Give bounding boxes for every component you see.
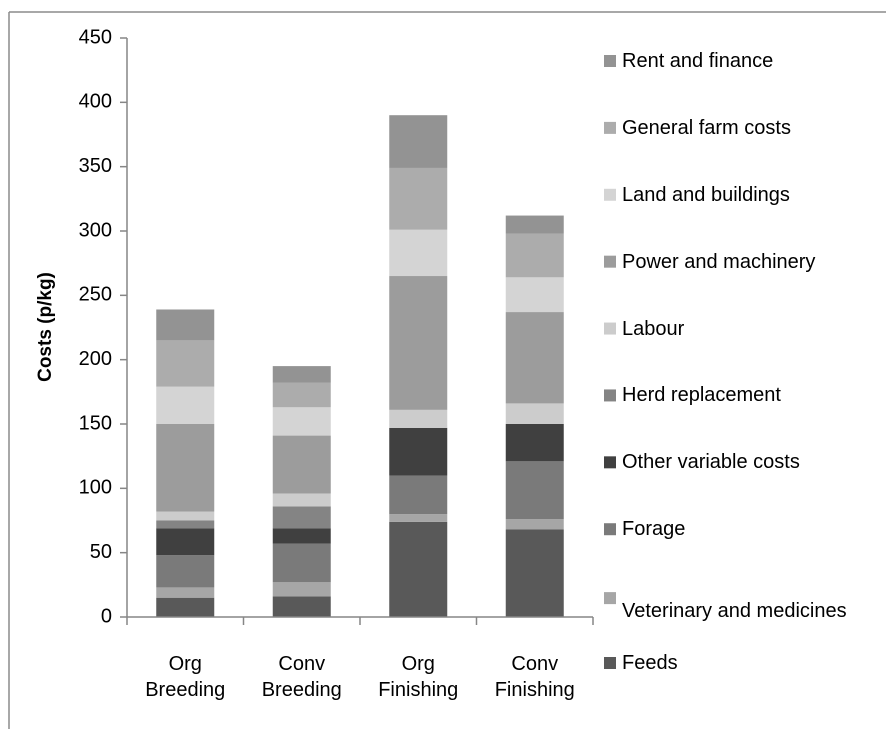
y-tick-label: 350 (79, 155, 112, 177)
legend-label: Other variable costs (622, 451, 800, 474)
legend-label: Land and buildings (622, 183, 790, 206)
bar-segment (272, 435, 331, 494)
bar-segment (272, 543, 331, 583)
bar-segment (505, 312, 564, 404)
legend-swatch (604, 657, 616, 669)
bar-segment (389, 115, 448, 168)
y-tick-label: 300 (79, 219, 112, 241)
bar-segment (505, 233, 564, 278)
y-tick-label: 50 (90, 541, 112, 563)
bar-segment (156, 587, 215, 598)
bar-segment (505, 424, 564, 462)
bar-segment (505, 277, 564, 313)
bar-segment (156, 511, 215, 521)
x-tick-label: Conv Breeding (261, 653, 342, 701)
bar-segment (505, 461, 564, 520)
y-tick-label: 250 (79, 284, 112, 306)
legend-label: Forage (622, 518, 686, 541)
bar-segment (505, 529, 564, 617)
y-tick-label: 200 (79, 348, 112, 370)
bar-segment (156, 528, 215, 556)
y-tick-label: 400 (79, 91, 112, 113)
bar-segment (272, 366, 331, 383)
legend-label: Herd replacement (622, 384, 781, 407)
y-tick-label: 150 (79, 412, 112, 434)
x-tick-label: Org Breeding (145, 653, 226, 701)
legend-swatch (604, 55, 616, 67)
bar-segment (272, 582, 331, 597)
legend-label: Power and machinery (622, 250, 816, 273)
bar-segment (156, 597, 215, 617)
legend-swatch (604, 322, 616, 335)
legend-label: General farm costs (622, 116, 791, 139)
bar-segment (156, 424, 215, 512)
bar-segment (156, 386, 215, 424)
bar-segment (389, 167, 448, 230)
y-tick-label: 100 (79, 477, 112, 499)
bar-segment (156, 340, 215, 387)
legend-swatch (604, 389, 616, 402)
bar-segment (272, 493, 331, 507)
bar-segment (156, 555, 215, 588)
bar-segment (389, 475, 448, 515)
bar-segment (505, 403, 564, 424)
bar-segment (389, 409, 448, 428)
legend-label: Rent and finance (622, 50, 774, 72)
bar-segment (156, 309, 215, 341)
bar-segment (156, 520, 215, 529)
legend-swatch (604, 188, 616, 201)
y-axis-label: Costs (p/kg) (35, 272, 56, 382)
legend-swatch (604, 456, 616, 469)
bar-segment (272, 528, 331, 544)
bar-segment (389, 276, 448, 410)
bar-segment (272, 382, 331, 408)
y-tick-label: 0 (101, 605, 112, 627)
legend-swatch (604, 121, 616, 134)
legend-label: Labour (622, 317, 685, 340)
legend-swatch (604, 592, 616, 605)
bar-segment (389, 514, 448, 522)
bar-segment (389, 229, 448, 277)
bar-segment (389, 521, 448, 617)
legend-label: Feeds (622, 652, 678, 674)
x-tick-label: Org Finishing (378, 653, 459, 701)
x-tick-label: Conv Finishing (494, 653, 575, 701)
bar-segment (505, 215, 564, 234)
bar-segment (505, 519, 564, 530)
legend-swatch (604, 523, 616, 536)
legend-label: Veterinary and medicines (622, 600, 847, 623)
bar-segment (272, 596, 331, 617)
legend-swatch (604, 255, 616, 268)
bar-segment (272, 506, 331, 529)
bar-segment (272, 407, 331, 436)
y-tick-label: 450 (79, 26, 112, 48)
bar-segment (389, 427, 448, 476)
